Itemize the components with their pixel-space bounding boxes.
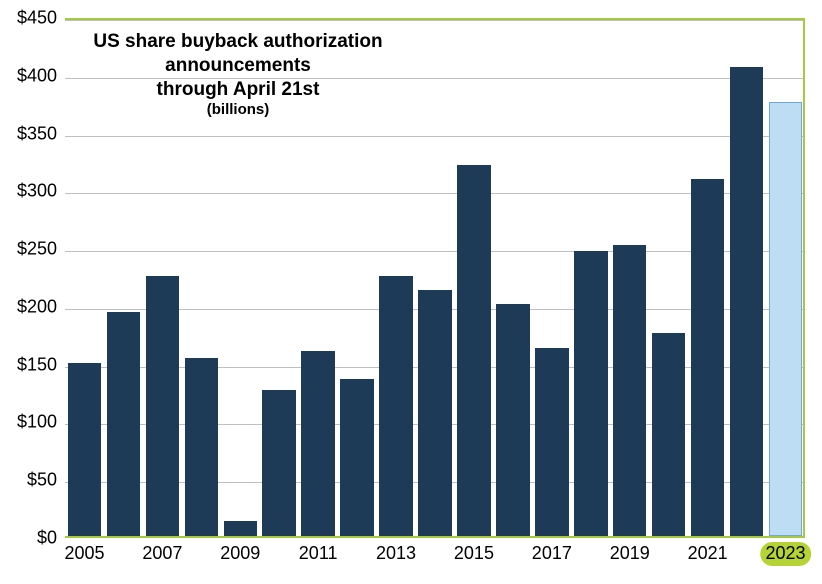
x-tick-label: 2015 [454, 543, 494, 564]
bar-2015 [457, 165, 490, 536]
y-tick-label: $350 [10, 123, 57, 144]
x-tick-label: 2005 [64, 543, 104, 564]
x-tick-label: 2019 [610, 543, 650, 564]
x-tick-label: 2021 [688, 543, 728, 564]
bar-2010 [262, 390, 295, 536]
y-tick-label: $250 [10, 239, 57, 260]
x-tick-label: 2009 [220, 543, 260, 564]
plot-area [65, 18, 805, 538]
y-tick-label: $400 [10, 65, 57, 86]
y-tick-label: $300 [10, 181, 57, 202]
bar-2009 [224, 521, 257, 536]
bar-2017 [535, 348, 568, 536]
bar-2018 [574, 251, 607, 536]
bar-2021 [691, 179, 724, 536]
y-tick-label: $150 [10, 354, 57, 375]
bar-2012 [340, 379, 373, 536]
bar-2008 [185, 358, 218, 536]
grid-line [65, 20, 803, 21]
bar-2011 [301, 351, 334, 536]
bar-2014 [418, 290, 451, 536]
y-tick-label: $200 [10, 296, 57, 317]
x-tick-label: 2017 [532, 543, 572, 564]
bar-2006 [107, 312, 140, 536]
bar-2019 [613, 245, 646, 536]
grid-line [65, 136, 803, 137]
chart-container: US share buyback authorization announcem… [10, 10, 812, 574]
x-tick-label: 2007 [142, 543, 182, 564]
bar-2016 [496, 304, 529, 536]
bar-2013 [379, 276, 412, 536]
bar-2007 [146, 276, 179, 536]
x-tick-label: 2013 [376, 543, 416, 564]
bar-2005 [68, 363, 101, 536]
y-tick-label: $0 [10, 528, 57, 549]
bar-2023 [769, 102, 802, 536]
y-tick-label: $100 [10, 412, 57, 433]
bar-2020 [652, 333, 685, 536]
bar-2022 [730, 67, 763, 536]
x-tick-label: 2011 [299, 543, 338, 564]
x-tick-label: 2023 [765, 543, 805, 564]
y-tick-label: $450 [10, 8, 57, 29]
y-tick-label: $50 [10, 470, 57, 491]
grid-line [65, 78, 803, 79]
